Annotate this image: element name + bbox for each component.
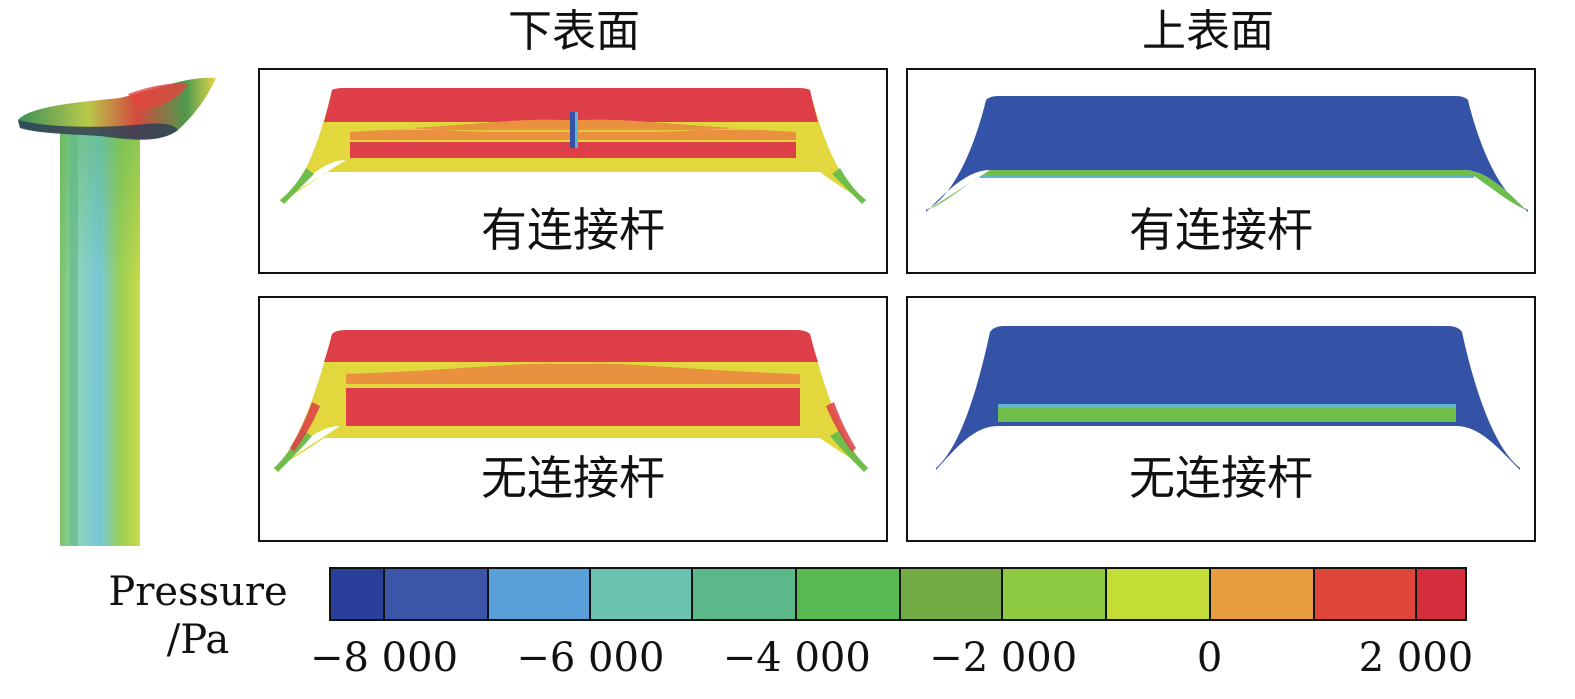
- heading-upper-surface: 上表面: [1142, 6, 1274, 57]
- colorbar-segment: [899, 567, 1003, 621]
- colorbar-segment: [487, 567, 591, 621]
- colorbar-segment: [1415, 567, 1467, 621]
- panel-label: 有连接杆: [1129, 203, 1313, 257]
- lower-surface-with-rod-render: [280, 88, 866, 204]
- colorbar-segment: [795, 567, 901, 621]
- colorbar-segment: [383, 567, 489, 621]
- lower-surface-without-rod-render: [274, 330, 868, 472]
- legend-title-line1: Pressure: [108, 569, 288, 615]
- stem-rod: [60, 128, 140, 546]
- stem-wing-figure: [18, 77, 216, 546]
- legend-title-line2: /Pa: [166, 617, 230, 663]
- legend-title: Pressure /Pa: [98, 568, 298, 664]
- colorbar-segment: [589, 567, 693, 621]
- colorbar-tick-label: −8 000: [309, 635, 459, 681]
- panel-lower-with-rod: 有连接杆: [258, 68, 888, 274]
- colorbar-segment: [1209, 567, 1315, 621]
- heading-lower-surface: 下表面: [508, 6, 640, 57]
- panel-label: 无连接杆: [1129, 451, 1313, 505]
- wing-section: [18, 77, 216, 140]
- colorbar-tick-label: 0: [1196, 635, 1223, 681]
- colorbar-segment: [1105, 567, 1211, 621]
- panel-upper-with-rod: 有连接杆: [906, 68, 1536, 274]
- colorbar-tick-label: −2 000: [929, 635, 1078, 681]
- panel-lower-without-rod: 无连接杆: [258, 296, 888, 542]
- upper-surface-without-rod-render: [936, 326, 1520, 470]
- pressure-colorbar: [329, 567, 1467, 621]
- panel-label: 有连接杆: [481, 203, 665, 257]
- colorbar-segment: [329, 567, 385, 621]
- colorbar-segment: [1001, 567, 1107, 621]
- colorbar-tick-label: 2 000: [1358, 635, 1474, 681]
- panel-label: 无连接杆: [481, 451, 665, 505]
- upper-surface-with-rod-render: [926, 96, 1528, 212]
- panel-upper-without-rod: 无连接杆: [906, 296, 1536, 542]
- colorbar-segment: [1313, 567, 1417, 621]
- colorbar-segment: [691, 567, 797, 621]
- colorbar-tick-label: −6 000: [516, 635, 665, 681]
- colorbar-tick-label: −4 000: [722, 635, 871, 681]
